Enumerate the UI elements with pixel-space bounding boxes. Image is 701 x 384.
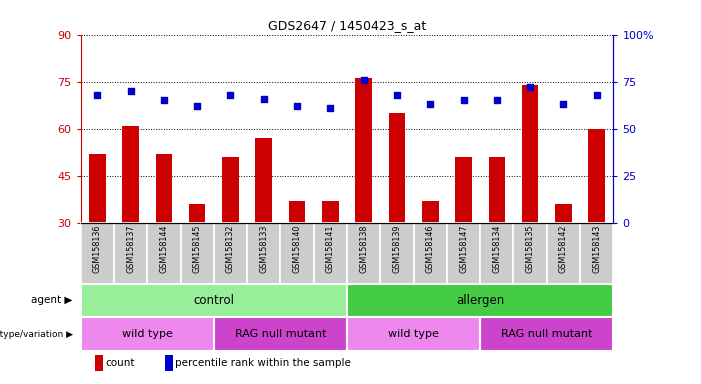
Point xyxy=(458,98,469,104)
Bar xyxy=(122,126,139,223)
Bar xyxy=(189,204,205,223)
Bar xyxy=(214,317,347,351)
Bar xyxy=(81,317,214,351)
Text: allergen: allergen xyxy=(456,294,504,307)
Bar xyxy=(414,223,447,284)
Bar xyxy=(522,85,538,223)
Bar xyxy=(381,223,414,284)
Point xyxy=(191,103,203,109)
Bar xyxy=(81,223,114,284)
Bar xyxy=(280,223,314,284)
Bar xyxy=(388,113,405,223)
Bar xyxy=(181,223,214,284)
Bar xyxy=(347,284,613,317)
Text: GSM158133: GSM158133 xyxy=(259,225,268,273)
Point xyxy=(391,92,402,98)
Text: wild type: wild type xyxy=(388,329,439,339)
Bar xyxy=(322,201,339,223)
Text: GSM158145: GSM158145 xyxy=(193,225,202,273)
Bar xyxy=(489,157,505,223)
Text: genotype/variation ▶: genotype/variation ▶ xyxy=(0,329,73,339)
Bar xyxy=(247,223,280,284)
Bar xyxy=(547,223,580,284)
Point xyxy=(558,101,569,107)
Text: count: count xyxy=(105,358,135,368)
Text: GSM158138: GSM158138 xyxy=(359,225,368,273)
Bar xyxy=(289,201,306,223)
Bar xyxy=(214,223,247,284)
Bar xyxy=(81,284,347,317)
Text: control: control xyxy=(193,294,234,307)
Text: wild type: wild type xyxy=(122,329,172,339)
Text: GSM158132: GSM158132 xyxy=(226,225,235,273)
Bar xyxy=(480,317,613,351)
Point xyxy=(491,98,503,104)
Bar xyxy=(114,223,147,284)
Bar xyxy=(347,223,381,284)
Bar xyxy=(156,154,172,223)
Bar xyxy=(588,129,605,223)
Text: GSM158139: GSM158139 xyxy=(393,225,402,273)
Text: GSM158134: GSM158134 xyxy=(492,225,501,273)
Text: GSM158146: GSM158146 xyxy=(426,225,435,273)
Text: GSM158142: GSM158142 xyxy=(559,225,568,273)
Point xyxy=(591,92,602,98)
Point xyxy=(325,105,336,111)
Bar xyxy=(314,223,347,284)
Bar xyxy=(580,223,613,284)
Text: RAG null mutant: RAG null mutant xyxy=(235,329,326,339)
Bar xyxy=(480,223,513,284)
Bar xyxy=(347,317,480,351)
Point xyxy=(225,92,236,98)
Text: RAG null mutant: RAG null mutant xyxy=(501,329,592,339)
Bar xyxy=(222,157,239,223)
Bar xyxy=(422,201,439,223)
Text: GSM158144: GSM158144 xyxy=(159,225,168,273)
Text: GSM158143: GSM158143 xyxy=(592,225,601,273)
Text: GSM158135: GSM158135 xyxy=(526,225,535,273)
Text: GSM158136: GSM158136 xyxy=(93,225,102,273)
Point xyxy=(125,88,136,94)
Text: GSM158140: GSM158140 xyxy=(292,225,301,273)
Bar xyxy=(89,154,106,223)
Text: agent ▶: agent ▶ xyxy=(32,295,73,306)
Point xyxy=(292,103,303,109)
Bar xyxy=(447,223,480,284)
Text: GSM158137: GSM158137 xyxy=(126,225,135,273)
Point xyxy=(92,92,103,98)
Point xyxy=(425,101,436,107)
Point xyxy=(358,77,369,83)
Point xyxy=(258,96,269,102)
Bar xyxy=(455,157,472,223)
Bar xyxy=(255,138,272,223)
Bar xyxy=(514,223,547,284)
Point xyxy=(158,98,170,104)
Text: GSM158141: GSM158141 xyxy=(326,225,335,273)
Title: GDS2647 / 1450423_s_at: GDS2647 / 1450423_s_at xyxy=(268,19,426,32)
Point xyxy=(524,84,536,90)
Text: GSM158147: GSM158147 xyxy=(459,225,468,273)
Text: percentile rank within the sample: percentile rank within the sample xyxy=(175,358,351,368)
Bar xyxy=(555,204,572,223)
Bar xyxy=(355,78,372,223)
Bar xyxy=(147,223,181,284)
